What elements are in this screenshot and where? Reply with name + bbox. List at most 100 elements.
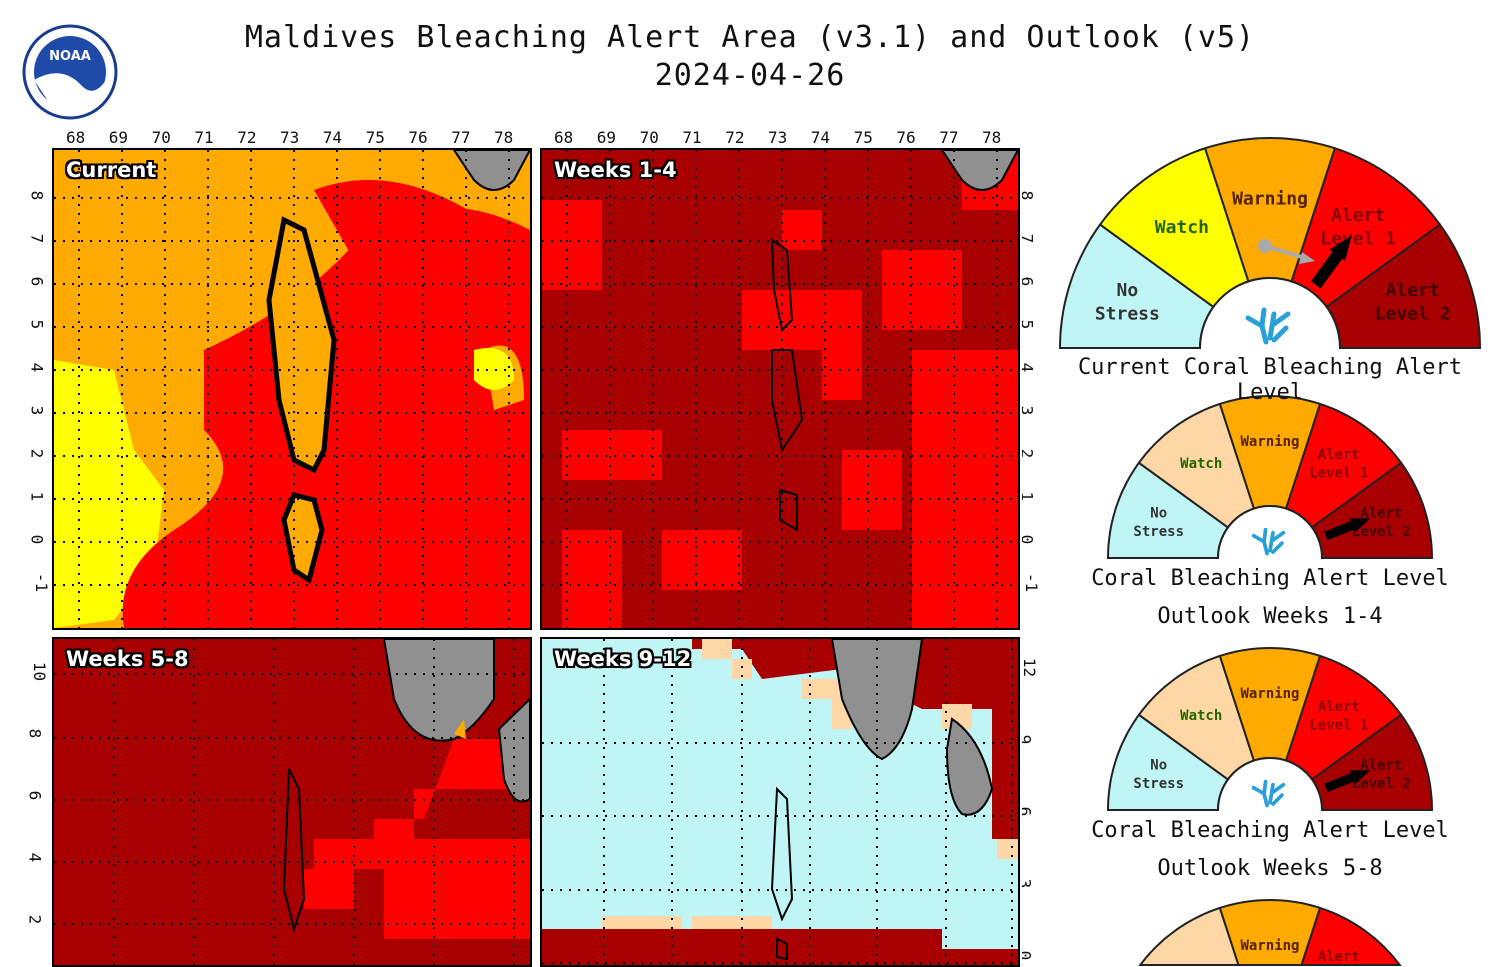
gauge-segment-label: Warning — [1240, 938, 1299, 954]
gauge-segment-label: Level 1 — [1320, 229, 1396, 250]
gauge-segment — [1218, 898, 1322, 966]
lat-tick-label: 1 — [1017, 491, 1037, 502]
gauge-segment — [1300, 906, 1402, 966]
weeks-1-4-map — [542, 150, 1018, 628]
gauge: No Stress Watch Warning Alert Level 1 Alert Lev… — [1106, 394, 1434, 559]
lat-tick-label: 3 — [27, 405, 47, 416]
lon-tick-label: 69 — [108, 128, 129, 147]
gauge-segment-label: No — [1116, 280, 1138, 301]
lat-tick-label: 4 — [25, 852, 45, 863]
gauge-segment-label: Level 2 — [1352, 776, 1411, 792]
lat-tick-label: -1 — [32, 572, 52, 593]
gauge-segment-label: Watch — [1180, 708, 1222, 724]
coral-icon — [1251, 779, 1286, 808]
lat-tick-label: 1 — [27, 491, 47, 502]
gauge-subcaption: Outlook Weeks 1-4 — [1157, 604, 1383, 629]
gauge-caption: Current Coral Bleaching Alert Level — [1077, 355, 1463, 405]
map-panel-weeks-9-12: Weeks 9-12 — [538, 635, 1022, 967]
lon-tick-label: 78 — [494, 128, 514, 147]
panel-label: Weeks 1-4 — [554, 158, 677, 182]
gauge-segment-label: Level 1 — [1309, 465, 1368, 481]
gauge: Warning Alert — [1138, 898, 1402, 966]
weeks-5-8-map — [54, 639, 530, 965]
lat-tick-label: 7 — [1017, 233, 1037, 244]
lon-tick-label: 71 — [194, 128, 214, 147]
gauge-segment-label: Stress — [1133, 524, 1184, 540]
lat-tick-label: 4 — [1017, 362, 1037, 373]
map-panel-current: Current — [50, 146, 534, 632]
gauge-segment-label: Alert — [1360, 506, 1402, 522]
lon-tick-label: 77 — [939, 128, 959, 147]
gauge-segment-label: No — [1150, 758, 1167, 774]
alert-gauges: No Stress Watch Warning Alert Level 1 Alert Lev… — [1058, 136, 1482, 966]
lon-tick-label: 74 — [810, 128, 831, 147]
lat-tick-label: 8 — [25, 728, 45, 739]
lon-tick-label: 78 — [982, 128, 1002, 147]
gauge-segment-label: Alert — [1331, 205, 1385, 226]
gauge-segment-label: Watch — [1155, 217, 1209, 238]
page-date: 2024-04-26 — [654, 58, 846, 93]
lon-tick-label: 76 — [408, 128, 428, 147]
lon-tick-label: 69 — [596, 128, 617, 147]
lat-tick-label: -1 — [1022, 572, 1042, 593]
lat-tick-label: 6 — [1017, 276, 1037, 287]
lon-tick-label: 76 — [896, 128, 916, 147]
lat-tick-label: 0 — [1017, 534, 1037, 545]
lat-tick-label: 6 — [27, 276, 47, 287]
gauge-segment-label: Watch — [1180, 456, 1222, 472]
gauge: No Stress Watch Warning Alert Level 1 Alert Lev… — [1106, 646, 1434, 811]
gauge-segment-label: Level 1 — [1309, 717, 1368, 733]
current-map — [54, 150, 530, 628]
gauge-segment-label: Level 2 — [1375, 304, 1451, 325]
gauge-segment-label: Stress — [1133, 776, 1184, 792]
lat-tick-label: 2 — [1017, 448, 1037, 459]
lat-tick-label: 4 — [27, 362, 47, 373]
gauge-caption: Coral Bleaching Alert Level — [1091, 566, 1449, 591]
gauge-segment-label: Warning — [1240, 686, 1299, 702]
map-panel-weeks-5-8: Weeks 5-8 — [50, 635, 534, 967]
lon-tick-label: 73 — [280, 128, 300, 147]
gauge-segment-label: Alert — [1318, 949, 1360, 965]
page-title: Maldives Bleaching Alert Area (v3.1) and… — [244, 20, 1256, 55]
lat-tick-label: 12 — [1020, 657, 1040, 678]
lon-tick-label: 68 — [66, 128, 86, 147]
map-panel-weeks-1-4: Weeks 1-4 — [538, 146, 1022, 632]
lon-tick-label: 72 — [237, 128, 257, 147]
lat-tick-label: 2 — [25, 914, 45, 925]
lon-tick-label: 68 — [554, 128, 574, 147]
gauge-segment-label: Warning — [1240, 434, 1299, 450]
panel-label: Current — [66, 158, 157, 182]
gauge-segment-label: Alert — [1360, 758, 1402, 774]
lat-tick-label: 8 — [27, 190, 47, 201]
lon-tick-label: 73 — [768, 128, 788, 147]
gauge-segment — [1138, 906, 1240, 966]
gauge-caption: Coral Bleaching Alert Level — [1091, 818, 1449, 843]
svg-text:NOAA: NOAA — [49, 49, 91, 64]
gauge-subcaption: Outlook Weeks 5-8 — [1157, 856, 1383, 881]
lon-tick-label: 71 — [682, 128, 702, 147]
lon-tick-label: 70 — [151, 128, 171, 147]
weeks-9-12-map — [542, 639, 1018, 965]
lon-tick-label: 72 — [725, 128, 745, 147]
gauge-segment-label: Level 2 — [1352, 524, 1411, 540]
gauge-segment-label: Stress — [1095, 304, 1160, 325]
gauge-segment-label: Warning — [1232, 188, 1308, 209]
lat-tick-label: 8 — [1017, 190, 1037, 201]
gauge-segment-label: Alert — [1318, 447, 1360, 463]
lat-tick-label: 0 — [27, 534, 47, 545]
gauge-segment-label: Alert — [1386, 280, 1440, 301]
gauge-segment-label: Alert — [1318, 699, 1360, 715]
lat-tick-label: 10 — [30, 661, 50, 682]
lon-tick-label: 70 — [639, 128, 659, 147]
lat-tick-label: 3 — [1017, 405, 1037, 416]
panel-label: Weeks 9-12 — [554, 647, 692, 671]
lat-tick-label: 6 — [25, 790, 45, 801]
lat-tick-label: 2 — [27, 448, 47, 459]
coral-icon — [1245, 307, 1291, 345]
lat-tick-label: 7 — [27, 233, 47, 244]
lat-tick-label: 5 — [27, 319, 47, 330]
lon-tick-label: 74 — [322, 128, 343, 147]
gauge: No Stress Watch Warning Alert Level 1 Alert Lev… — [1058, 136, 1482, 349]
lon-tick-label: 77 — [451, 128, 471, 147]
lon-tick-label: 75 — [853, 128, 873, 147]
